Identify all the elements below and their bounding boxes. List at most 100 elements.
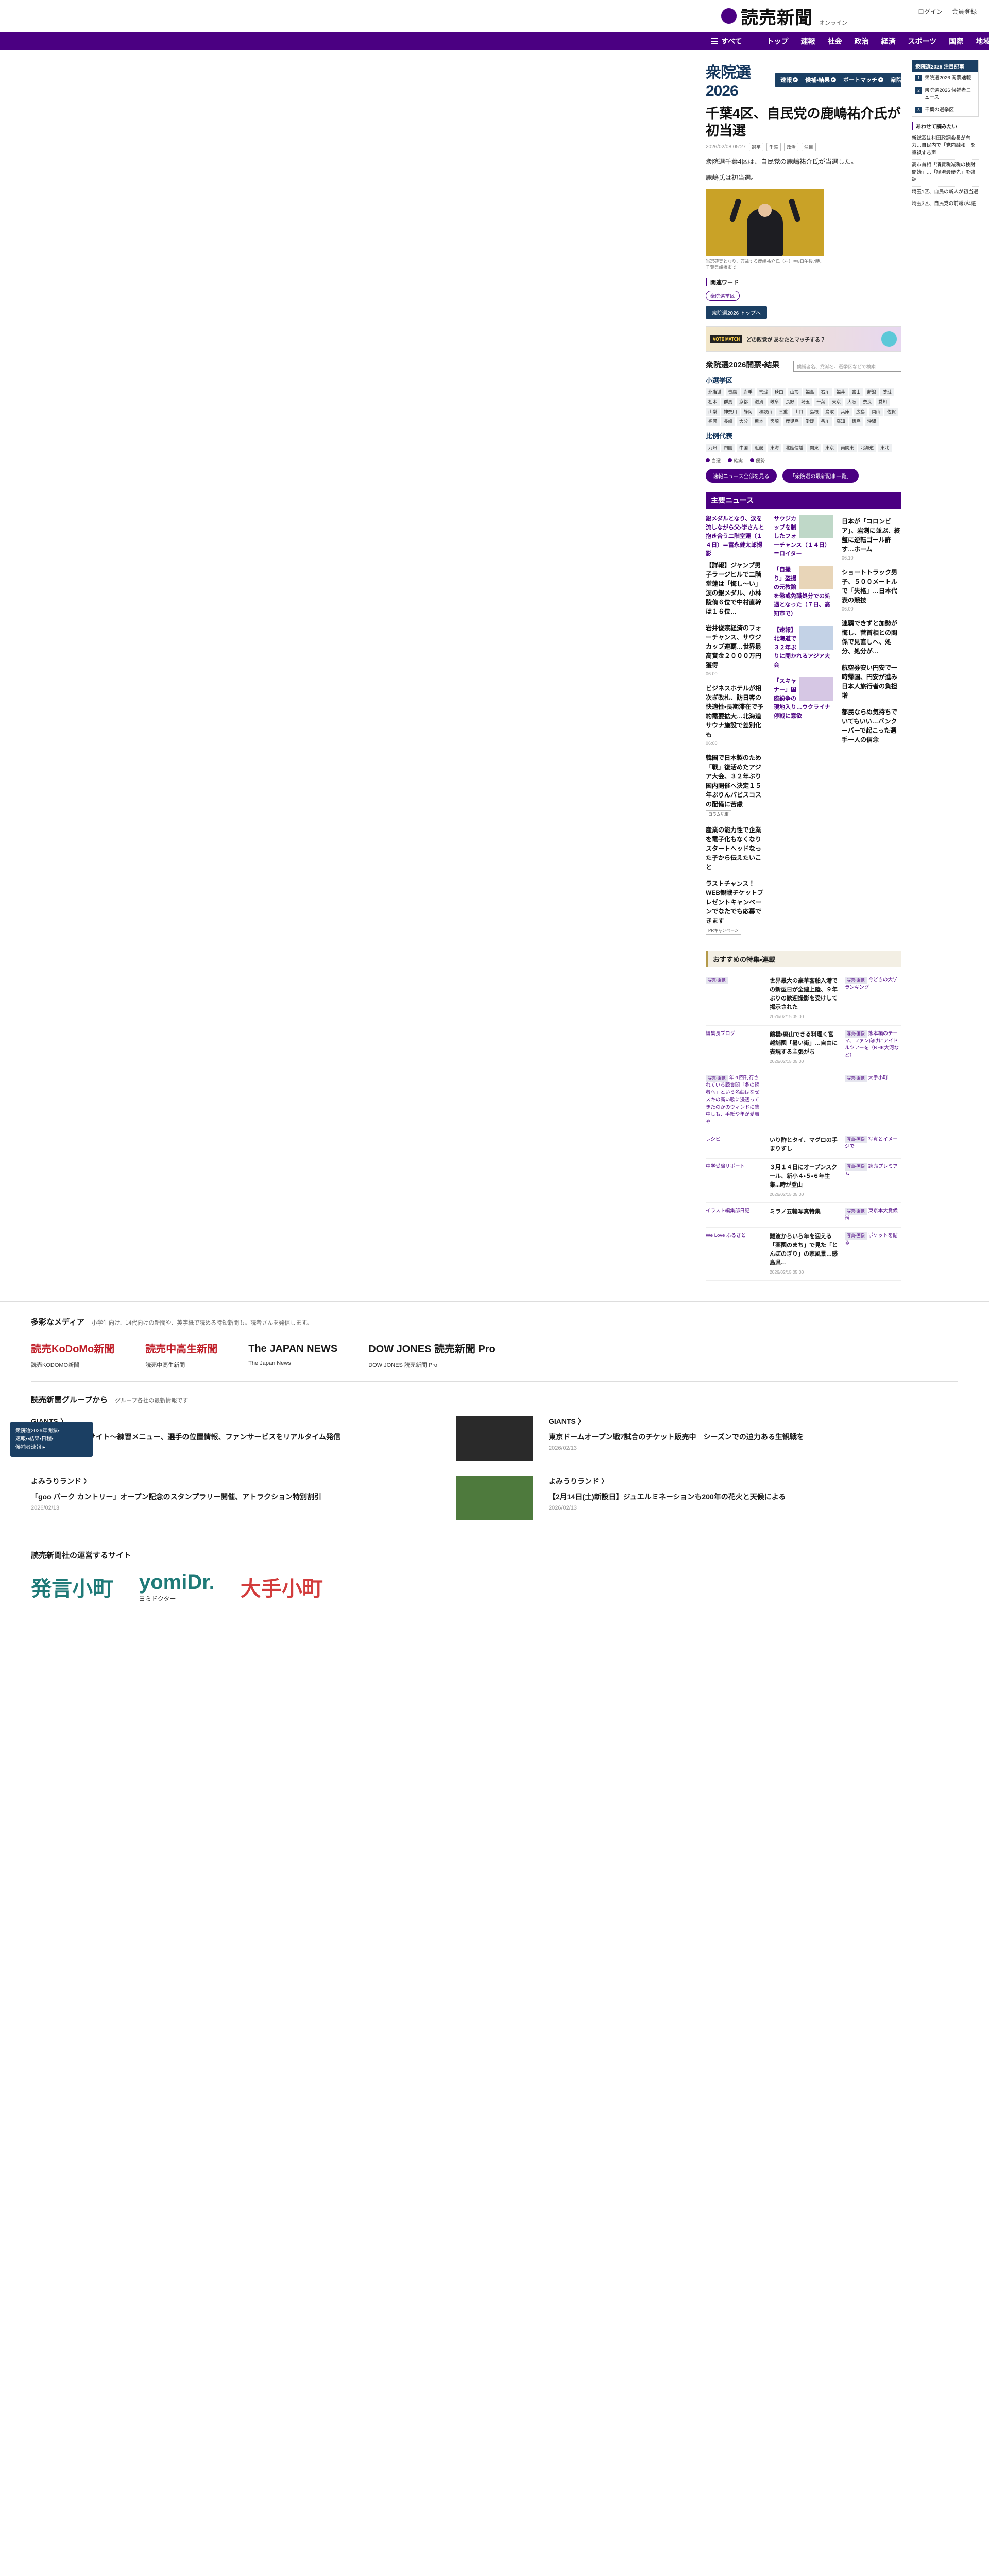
floating-election-widget[interactable]: 衆院選2026年開票・ 速報・・結果・日程・ 候補者速報 ▸ — [10, 1422, 93, 1457]
news-item[interactable]: 日本が「コロンビア」、岩渕に並ぶ、終盤に逆転ゴール許す…ホーム 06:10 — [842, 517, 901, 561]
chip-chiba[interactable]: 千葉 — [766, 143, 781, 151]
chip-featured[interactable]: 注目 — [801, 143, 816, 151]
pr-block-cell[interactable]: 関東 — [807, 444, 822, 452]
nav-item-top[interactable]: トップ — [766, 37, 789, 45]
prefecture-cell[interactable]: 山口 — [792, 408, 806, 416]
prefecture-cell[interactable]: 愛媛 — [803, 417, 817, 426]
btn-latest-news[interactable]: 速報ニュース全部を見る — [706, 469, 777, 483]
pr-block-cell[interactable]: 南関東 — [838, 444, 857, 452]
prefecture-cell[interactable]: 高知 — [833, 417, 848, 426]
brand-logo-kodomo[interactable]: 読売KoDoMo新聞 読売KODOMO新聞 — [31, 1341, 114, 1369]
prefecture-cell[interactable]: 宮城 — [756, 388, 771, 396]
prefecture-cell[interactable]: 秋田 — [772, 388, 786, 396]
news-item[interactable]: ビジネスホテルが相次ぎ改札、訪日客の快適性・長期滞在で予約需要拡大…北海道サウナ… — [706, 684, 765, 746]
site-logo-yomidr[interactable]: yomiDr. ヨミドクター — [139, 1571, 215, 1603]
prefecture-cell[interactable]: 鳥取 — [823, 408, 837, 416]
news-item[interactable]: 「スキャナー」国際紛争の現地入り…ウクライナ停戦に意欲 — [774, 676, 833, 721]
news-item[interactable]: ラストチャンス！WEB観戦チケットプレゼントキャンペーンでなたでも応募できます … — [706, 879, 765, 935]
also-read-item[interactable]: 高市首相「消費税減税の検討開始」…「経済最優先」を強調 — [912, 160, 979, 187]
pr-block-cell[interactable]: 東海 — [768, 444, 782, 452]
nav-item-economy[interactable]: 経済 — [881, 37, 896, 45]
prefecture-cell[interactable]: 石川 — [818, 388, 832, 396]
nav-item-local[interactable]: 地域 — [976, 37, 989, 45]
prefecture-cell[interactable]: 愛知 — [876, 398, 890, 406]
news-item[interactable]: 銀メダルとなり、涙を流しながら父・学さんと抱き合う二階堂蓮（１４日）＝富永健太郎… — [706, 515, 765, 616]
prefecture-cell[interactable]: 青森 — [725, 388, 740, 396]
news-item[interactable]: ショートトラック男子、５００メートルで「失格」…日本代表の競技 06:00 — [842, 568, 901, 612]
election-tab-votematch[interactable]: ボートマッチ ▸ — [843, 76, 883, 84]
election-top-button[interactable]: 衆院選2026 トップへ — [706, 306, 768, 319]
pr-block-cell[interactable]: 北海道 — [858, 444, 877, 452]
prefecture-cell[interactable]: 広島 — [854, 408, 868, 416]
prefecture-cell[interactable]: 熊本 — [752, 417, 766, 426]
news-item[interactable]: 「自撮り」盗撮の元教諭を懲戒免職処分での処遇となった（７日、高知市で） — [774, 566, 833, 618]
group-item-right[interactable]: GIANTS 〉 東京ドームオープン戦7試合のチケット販売中 シーズンでの迫力あ… — [549, 1416, 958, 1451]
chip-election[interactable]: 選挙 — [748, 143, 763, 151]
prefecture-cell[interactable]: 静岡 — [741, 408, 755, 416]
pr-block-cell[interactable]: 東京 — [823, 444, 837, 452]
prefecture-cell[interactable]: 京都 — [737, 398, 751, 406]
prefecture-cell[interactable]: 鹿児島 — [783, 417, 802, 426]
prefecture-cell[interactable]: 富山 — [849, 388, 863, 396]
news-item[interactable]: サウジカップを制したフォーチャンス（１４日）＝ロイター — [774, 515, 833, 558]
prefecture-cell[interactable]: 東京 — [829, 398, 844, 406]
prefecture-cell[interactable]: 和歌山 — [756, 408, 775, 416]
keyword-tag[interactable]: 衆院選挙区 — [706, 291, 740, 301]
ranking-item[interactable]: 2 衆院選2026 候補者ニュース — [912, 84, 978, 104]
brand-logo-japannews[interactable]: The JAPAN NEWS The Japan News — [248, 1343, 337, 1366]
feature-row[interactable]: イラスト編集部日記 ミラノ五輪写真特集 写真・画像 東京本大賞候補 — [706, 1203, 901, 1228]
register-link[interactable]: 会員登録 — [951, 8, 977, 15]
brand-logo-dowjones[interactable]: DOW JONES 読売新聞 Pro DOW JONES 読売新聞 Pro — [368, 1341, 496, 1369]
feature-row[interactable]: 写真・画像 年４回刊行されている読賞問「冬の読者へ」という名曲はなぜスキの高い歌に… — [706, 1070, 901, 1131]
nav-item-breaking[interactable]: 速報 — [800, 37, 815, 45]
news-item[interactable]: 【速報】北海道で３２年ぶりに開かれるアジア大会 — [774, 625, 833, 670]
pr-block-cell[interactable]: 東北 — [878, 444, 892, 452]
prefecture-cell[interactable]: 三重 — [776, 408, 791, 416]
news-item[interactable]: 航空券安い円安で一時帰国、円安が進み日本人旅行者の負担増 — [842, 663, 901, 700]
prefecture-cell[interactable]: 岐阜 — [768, 398, 782, 406]
news-item[interactable]: 韓国で日本製のため「戦」復活めたアジア大会、３２年ぶり国内開催へ決定１５年ぶりん… — [706, 753, 765, 819]
prefecture-cell[interactable]: 佐賀 — [884, 408, 899, 416]
prefecture-cell[interactable]: 埼玉 — [798, 398, 813, 406]
results-search-input[interactable]: 候補者名、党派名、選挙区などで検索 — [793, 361, 901, 372]
prefecture-cell[interactable]: 沖縄 — [864, 417, 879, 426]
news-item[interactable]: 産業の能力性で企業を電子化もなくなりスタートヘッドなった子から伝えたいこと — [706, 825, 765, 872]
prefecture-cell[interactable]: 兵庫 — [838, 408, 852, 416]
feature-row[interactable]: We Love ふるさと 難波からいら年を迎える「薬園のまち」で見た「とんぼのぎ… — [706, 1228, 901, 1281]
brand-logo-chukosei[interactable]: 読売中高生新聞 読売中高生新聞 — [145, 1341, 217, 1369]
prefecture-cell[interactable]: 宮崎 — [768, 417, 782, 426]
feature-row[interactable]: 編集長ブログ 鶴橋・廃山できる料理く宮越舗園「暑い街」…自由に表現する主張がち … — [706, 1026, 901, 1070]
prefecture-cell[interactable]: 長崎 — [721, 417, 736, 426]
site-logo-otekomachi[interactable]: 大手小町 — [241, 1572, 323, 1602]
also-read-item[interactable]: 埼玉3区、自民党の前職が4選 — [912, 198, 979, 211]
prefecture-cell[interactable]: 徳島 — [849, 417, 863, 426]
login-link[interactable]: ログイン — [917, 8, 943, 15]
prefecture-cell[interactable]: 山梨 — [706, 408, 720, 416]
prefecture-cell[interactable]: 奈良 — [860, 398, 875, 406]
prefecture-cell[interactable]: 岡山 — [869, 408, 883, 416]
chip-politics[interactable]: 政治 — [783, 143, 798, 151]
vote-match-ad[interactable]: VOTE MATCH どの政党が あなたとマッチする？ — [706, 326, 901, 352]
prefecture-cell[interactable]: 岩手 — [741, 388, 755, 396]
pr-block-cell[interactable]: 中国 — [737, 444, 751, 452]
prefecture-cell[interactable]: 長野 — [783, 398, 797, 406]
also-read-item[interactable]: 埼玉1区、自民の新人が初当選 — [912, 187, 979, 198]
group-item-left[interactable]: よみうりランド 〉 「goo パーク カントリー」オープン記念のスタンプラリー開… — [31, 1476, 440, 1511]
feature-row[interactable]: レシピ いり酢とタイ、マグロの手まりずし 写真・画像 写真とイメージで — [706, 1131, 901, 1159]
prefecture-cell[interactable]: 福井 — [833, 388, 848, 396]
pr-block-cell[interactable]: 九州 — [706, 444, 720, 452]
election-tab-about[interactable]: 衆院選とは — [890, 77, 901, 83]
news-item[interactable]: 岩井俊宗経済のフォーチャンス、サウジカップ連覇…世界最高賞金２０００万円獲得 0… — [706, 623, 765, 676]
election-tab-results[interactable]: 候補・結果 ▸ — [805, 76, 836, 84]
nav-item-politics[interactable]: 政治 — [854, 37, 869, 45]
news-item[interactable]: 連覇できずと加勢が悔し、菅首相との関係で見直しへ、処分、処分が… — [842, 619, 901, 656]
feature-row[interactable]: 中学受験サポート ３月１４日にオープンスクール、新小４・５・６年生集...時が登… — [706, 1159, 901, 1204]
group-item-right[interactable]: よみうりランド 〉 【2月14日(土)新設日】ジュエルミネーションも200年の花… — [549, 1476, 958, 1511]
news-item[interactable]: 都民ならぬ気持ちでいてもいい…バンクーバーで起こった選手一人の信念 — [842, 707, 901, 744]
nav-item-sports[interactable]: スポーツ — [908, 37, 937, 45]
prefecture-cell[interactable]: 神奈川 — [721, 408, 740, 416]
pr-block-cell[interactable]: 北陸信越 — [783, 444, 806, 452]
prefecture-cell[interactable]: 福岡 — [706, 417, 720, 426]
article-headline[interactable]: 千葉4区、自民党の鹿嶋祐介氏が初当選 — [706, 106, 901, 138]
prefecture-cell[interactable]: 千葉 — [814, 398, 828, 406]
